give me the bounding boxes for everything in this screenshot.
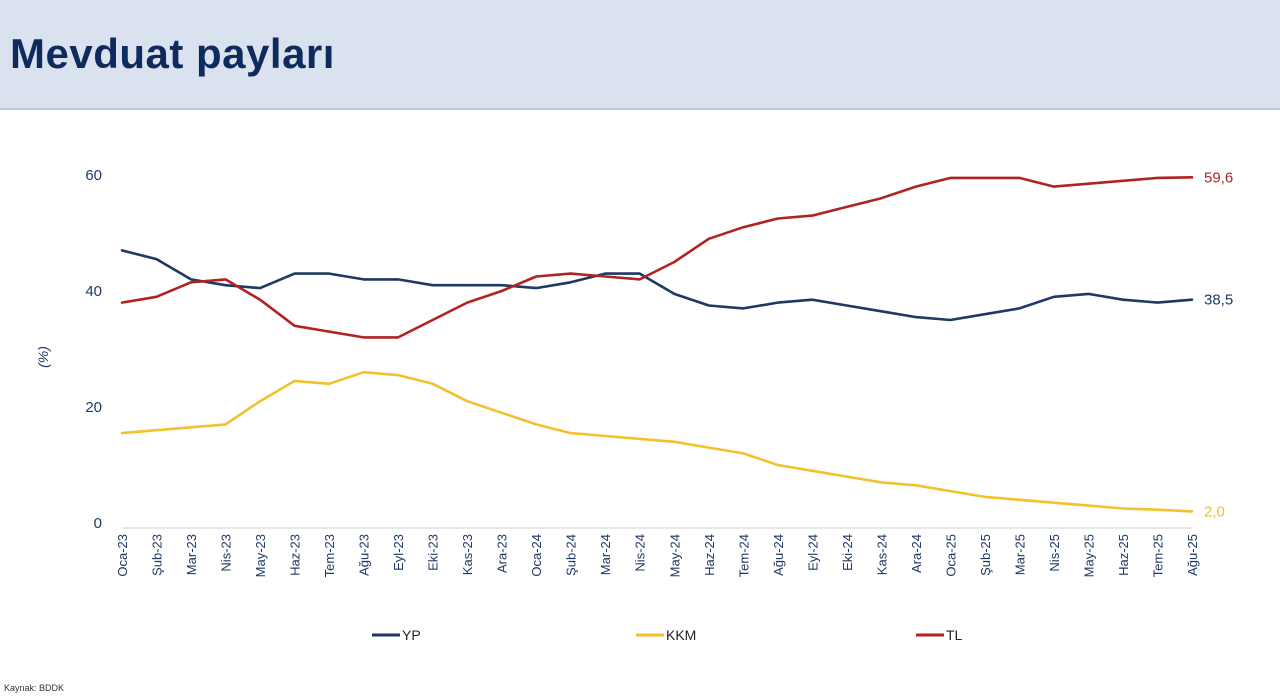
y-axis-label: (%) — [35, 346, 51, 368]
x-tick-label: Haz-23 — [288, 534, 303, 576]
end-label-kkm: 2,0 — [1204, 503, 1225, 520]
x-tick-label: Mar-25 — [1012, 534, 1027, 575]
legend-label-kkm: KKM — [666, 627, 696, 643]
series-line-tl — [120, 176, 1194, 339]
legend-label-tl: TL — [946, 627, 963, 643]
x-tick-label: Nis-23 — [219, 534, 234, 572]
x-tick-label: Ağu-25 — [1185, 534, 1200, 576]
series-line-yp — [120, 249, 1194, 322]
x-tick-label: Oca-23 — [115, 534, 130, 577]
deposit-share-line-chart: 0 20 40 60 (%) Oca-23 Şub-23 Mar-23 Nis-23 May-… — [35, 167, 1233, 643]
x-tick-label: Tem-24 — [736, 534, 751, 577]
x-tick-label: Ara-23 — [495, 534, 510, 573]
legend-label-yp: YP — [402, 627, 421, 643]
y-tick-label: 60 — [85, 167, 102, 184]
x-tick-label: May-25 — [1081, 534, 1096, 577]
y-axis: 0 20 40 60 — [85, 167, 102, 532]
end-label-tl: 59,6 — [1204, 169, 1233, 186]
header-bar: Mevduat payları — [0, 0, 1280, 110]
x-tick-label: Ara-24 — [909, 534, 924, 573]
x-tick-label: Oca-25 — [943, 534, 958, 577]
x-tick-label: Şub-24 — [564, 534, 579, 576]
x-tick-label: Şub-23 — [150, 534, 165, 576]
legend: YP KKM TL — [372, 627, 963, 643]
y-tick-label: 0 — [94, 515, 102, 532]
series-line-kkm — [120, 370, 1194, 513]
x-tick-label: Nis-24 — [633, 534, 648, 572]
x-tick-label: Haz-24 — [702, 534, 717, 576]
x-tick-label: Mar-24 — [598, 534, 613, 575]
x-tick-label: Eyl-23 — [391, 534, 406, 571]
x-tick-label: Eki-24 — [840, 534, 855, 571]
source-note: Kaynak: BDDK — [4, 683, 65, 693]
x-tick-label: Eki-23 — [426, 534, 441, 571]
x-tick-label: Tem-25 — [1150, 534, 1165, 577]
x-tick-label: Haz-25 — [1116, 534, 1131, 576]
x-axis: Oca-23 Şub-23 Mar-23 Nis-23 May-23 Haz-23 Tem-… — [115, 527, 1200, 577]
x-tick-label: Mar-23 — [184, 534, 199, 575]
x-tick-label: Nis-25 — [1047, 534, 1062, 572]
series-lines — [120, 176, 1194, 513]
x-tick-label: Ağu-23 — [357, 534, 372, 576]
end-label-yp: 38,5 — [1204, 292, 1233, 309]
page-title: Mevduat payları — [10, 30, 335, 77]
x-tick-label: Ağu-24 — [771, 534, 786, 576]
x-tick-label: Kas-24 — [874, 534, 889, 575]
x-tick-label: Şub-25 — [978, 534, 993, 576]
y-tick-label: 20 — [85, 399, 102, 416]
x-tick-label: Kas-23 — [460, 534, 475, 575]
y-tick-label: 40 — [85, 283, 102, 300]
x-tick-label: May-24 — [667, 534, 682, 577]
x-tick-label: May-23 — [253, 534, 268, 577]
end-labels: 38,5 2,0 59,6 — [1204, 169, 1233, 520]
x-tick-label: Eyl-24 — [805, 534, 820, 571]
x-tick-label: Tem-23 — [322, 534, 337, 577]
x-tick-label: Oca-24 — [529, 534, 544, 577]
